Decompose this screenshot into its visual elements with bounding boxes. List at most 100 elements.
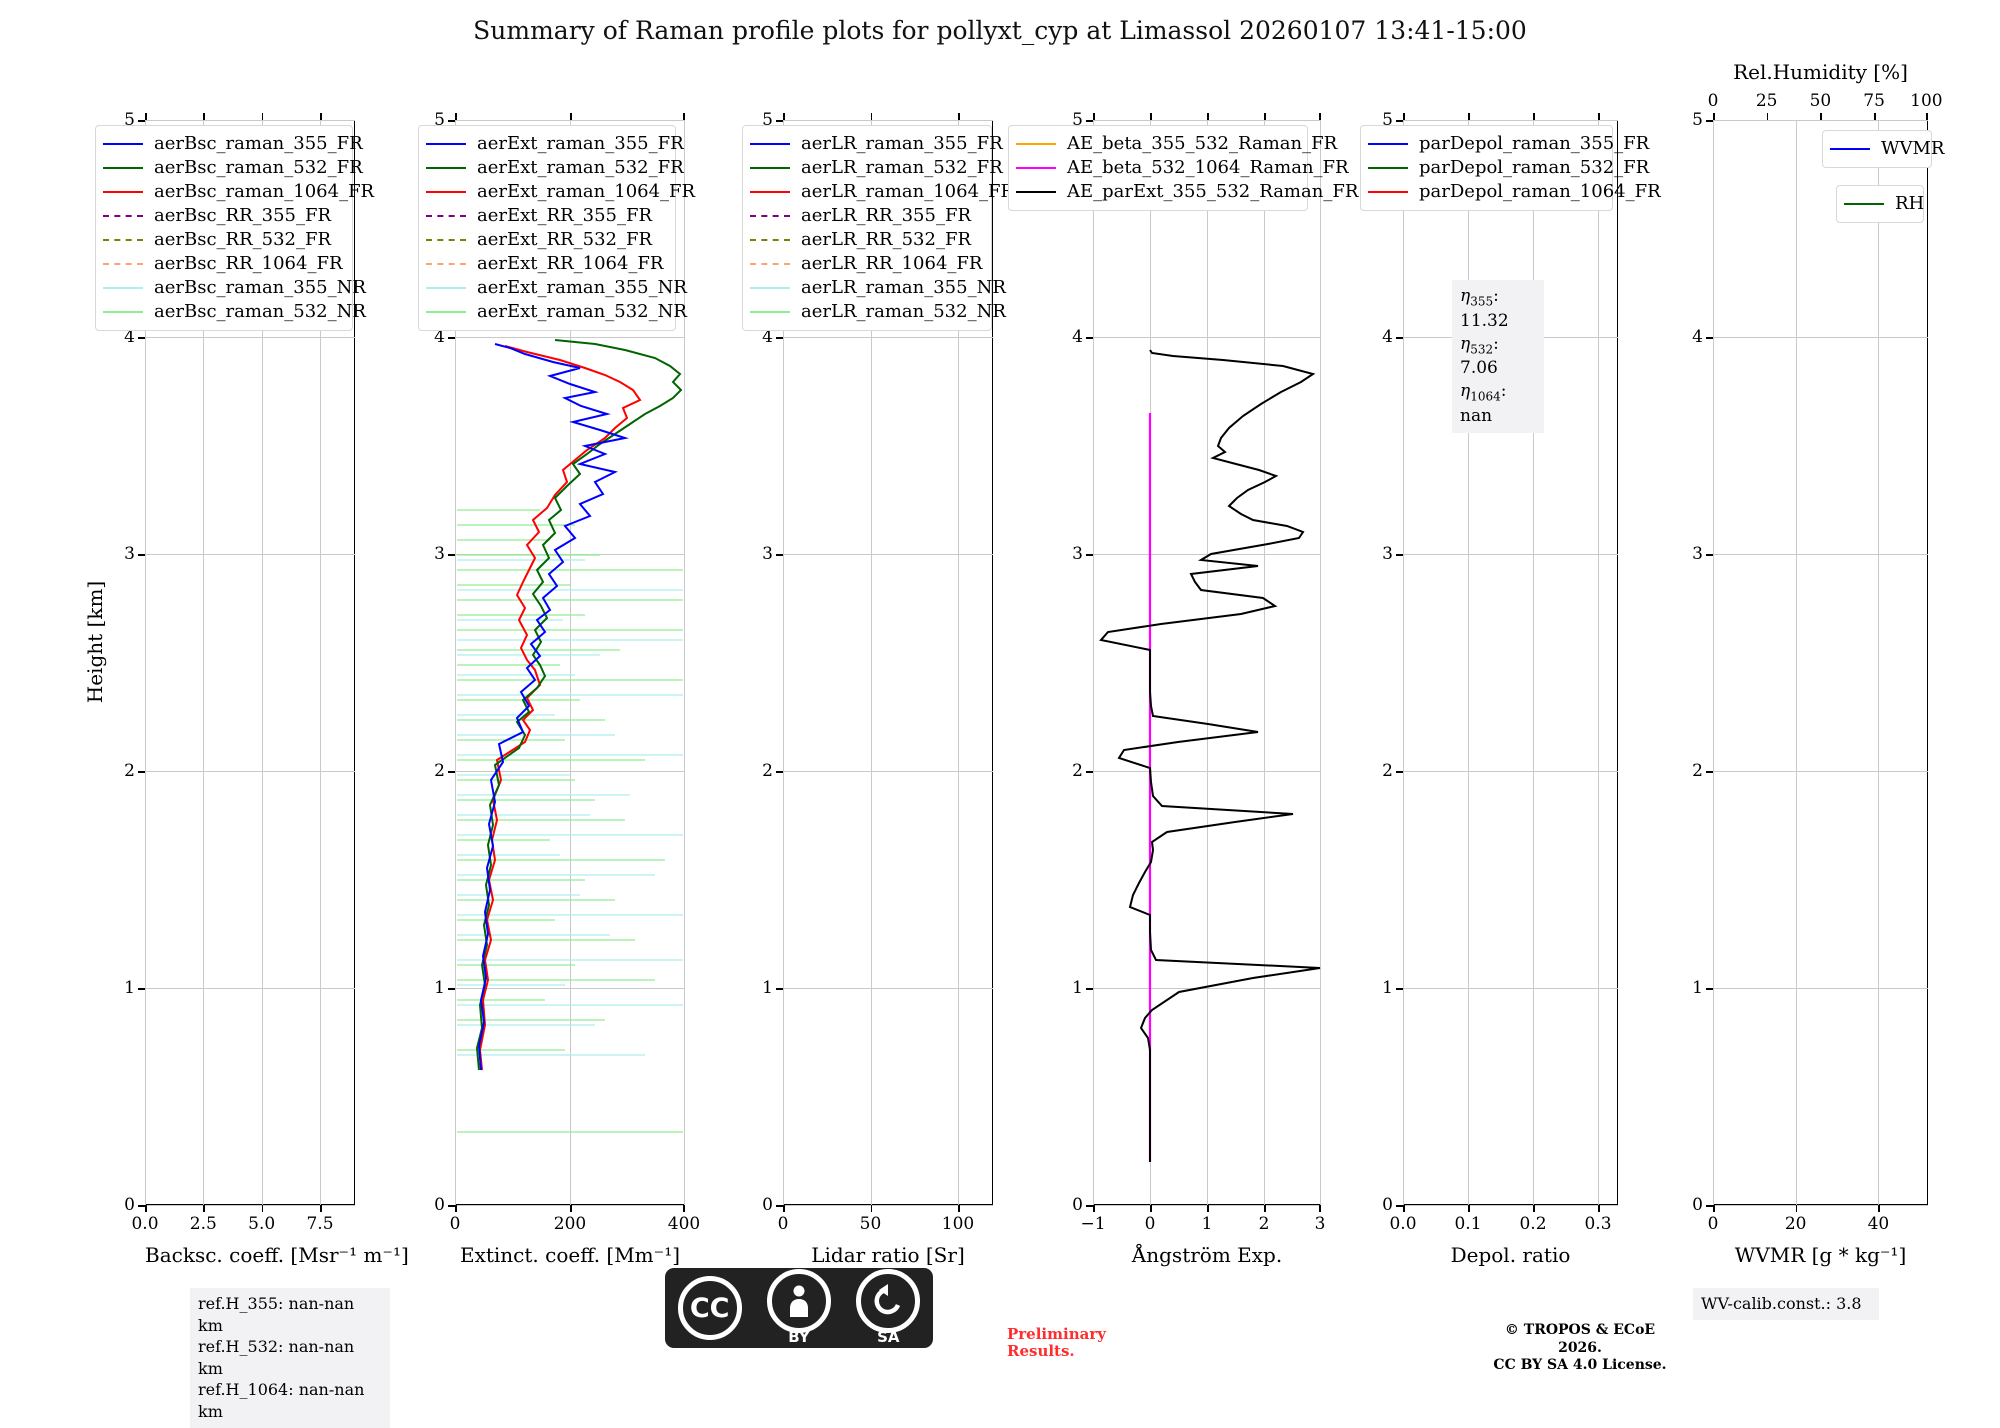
x-axis-label: Backsc. coeff. [Msr⁻¹ m⁻¹] [145, 1243, 409, 1267]
legend-label: aerLR_RR_532_FR [801, 229, 971, 250]
legend-item[interactable]: RH [1844, 192, 1924, 216]
legend-item[interactable]: aerExt_raman_355_NR [426, 276, 687, 300]
legend-swatch-line [1830, 148, 1870, 150]
y-tick-label: 2 [124, 761, 135, 781]
x-tick-label: 2.5 [189, 1214, 217, 1234]
x-tick-label: 400 [667, 1214, 701, 1234]
x-tick-label: −1 [1080, 1214, 1106, 1234]
legend-rh[interactable]: RH [1836, 185, 1924, 223]
legend-item[interactable]: aerLR_raman_1064_FR [750, 180, 1014, 204]
x-tick-label: 1 [1201, 1214, 1213, 1234]
legend-angstrom[interactable]: AE_beta_355_532_Raman_FR AE_beta_532_106… [1008, 125, 1358, 211]
legend-item[interactable]: aerBsc_raman_1064_FR [103, 180, 374, 204]
legend-item[interactable]: aerExt_raman_532_FR [426, 156, 684, 180]
legend-item[interactable]: aerLR_RR_1064_FR [750, 252, 982, 276]
x-tick-label: 0.1 [1454, 1214, 1482, 1234]
ref-height-box: ref.H_355: nan-nan km ref.H_532: nan-nan… [190, 1288, 390, 1428]
legend-item[interactable]: aerLR_RR_532_FR [750, 228, 982, 252]
y-tick-label: 4 [1072, 327, 1083, 347]
legend-item[interactable]: parDepol_raman_355_FR [1368, 132, 1649, 156]
axes-frame [1713, 120, 1928, 1205]
legend-item[interactable]: WVMR [1830, 137, 1944, 161]
legend-item[interactable]: aerExt_RR_532_FR [426, 228, 666, 252]
legend-label: AE_beta_532_1064_Raman_FR [1067, 157, 1349, 178]
legend-item[interactable]: aerExt_RR_355_FR [426, 204, 666, 228]
legend-item[interactable]: aerBsc_RR_1064_FR [103, 252, 343, 276]
legend-label: aerExt_raman_1064_FR [477, 181, 696, 202]
eta-355-subscript: 355 [1470, 294, 1494, 309]
wv-calib-box: WV-calib.const.: 3.8 [1693, 1288, 1879, 1320]
legend-item[interactable]: aerBsc_raman_355_NR [103, 276, 366, 300]
eta-1064-row: η1064: nan [1460, 380, 1536, 428]
y-tick-label: 1 [1382, 978, 1393, 998]
y-tick-label: 1 [124, 978, 135, 998]
y-tick-label: 0 [124, 1195, 135, 1215]
y-tick-label: 3 [124, 544, 135, 564]
legend-swatch-line [750, 215, 790, 217]
y-tick-label: 4 [762, 327, 773, 347]
legend-depolarization[interactable]: parDepol_raman_355_FR parDepol_raman_532… [1360, 125, 1661, 211]
y-tick-label: 5 [1072, 110, 1083, 130]
y-tick-label: 2 [762, 761, 773, 781]
legend-item[interactable]: parDepol_raman_1064_FR [1368, 180, 1661, 204]
legend-item[interactable]: AE_beta_532_1064_Raman_FR [1016, 156, 1349, 180]
legend-item[interactable]: aerBsc_raman_532_NR [103, 300, 366, 324]
legend-item[interactable]: aerLR_raman_532_NR [750, 300, 1006, 324]
legend-item[interactable]: aerBsc_raman_355_FR [103, 132, 363, 156]
legend-item[interactable]: aerBsc_RR_355_FR [103, 204, 343, 228]
x-tick-label: 40 [1867, 1214, 1890, 1234]
legend-item[interactable]: aerExt_raman_1064_FR [426, 180, 695, 204]
legend-swatch-line [103, 287, 143, 289]
angstrom-curves [1099, 349, 1321, 1162]
legend-item[interactable]: aerBsc_raman_532_FR [103, 156, 363, 180]
legend-item[interactable]: AE_parExt_355_532_Raman_FR [1016, 180, 1358, 204]
legend-lidar-ratio[interactable]: aerLR_raman_355_FR aerLR_raman_532_FR ae… [742, 125, 1014, 331]
legend-swatch-line [750, 239, 790, 241]
legend-item[interactable]: AE_beta_355_532_Raman_FR [1016, 132, 1337, 156]
legend-swatch-line [1016, 167, 1056, 169]
eta-355-row: η355: 11.32 [1460, 285, 1536, 333]
legend-item[interactable]: aerExt_raman_355_FR [426, 132, 684, 156]
legend-swatch-line [103, 167, 143, 169]
ref-height-1064: ref.H_1064: nan-nan km [198, 1380, 365, 1421]
legend-label: aerLR_raman_532_NR [801, 301, 1006, 322]
legend-item[interactable]: aerLR_raman_355_NR [750, 276, 1006, 300]
cc-icon: CC [677, 1276, 742, 1340]
y-tick-label: 1 [1072, 978, 1083, 998]
eta-1064-value: : nan [1460, 381, 1507, 426]
legend-extinction[interactable]: aerExt_raman_355_FR aerExt_raman_532_FR … [418, 125, 695, 331]
legend-swatch-line [750, 167, 790, 169]
legend-item[interactable]: aerBsc_RR_532_FR [103, 228, 343, 252]
x-tick-label: 100 [941, 1214, 975, 1234]
legend-item[interactable]: aerLR_raman_532_FR [750, 156, 1003, 180]
y-axis-label: Height [km] [83, 580, 107, 704]
by-person-icon [766, 1269, 831, 1333]
creative-commons-badge[interactable]: CC BY SA [665, 1268, 933, 1348]
legend-swatch-line [1368, 191, 1408, 193]
y-tick-label: 3 [1072, 544, 1083, 564]
legend-label: aerExt_raman_532_FR [477, 157, 684, 178]
y-tick-label: 5 [762, 110, 773, 130]
legend-wvmr[interactable]: WVMR [1822, 130, 1944, 168]
legend-label: aerBsc_RR_355_FR [154, 205, 332, 226]
y-tick-label: 1 [1692, 978, 1703, 998]
legend-label: aerLR_raman_355_NR [801, 277, 1006, 298]
y-tick-label: 5 [1382, 110, 1393, 130]
legend-item[interactable]: aerLR_raman_355_FR [750, 132, 1003, 156]
legend-swatch-line [103, 191, 143, 193]
legend-swatch-line [1844, 203, 1884, 205]
legend-item[interactable]: aerLR_RR_355_FR [750, 204, 982, 228]
legend-label: parDepol_raman_1064_FR [1419, 181, 1661, 202]
y-tick-label: 4 [1382, 327, 1393, 347]
legend-backscatter[interactable]: aerBsc_raman_355_FR aerBsc_raman_532_FR … [95, 125, 374, 331]
sa-label: SA [877, 1328, 900, 1346]
legend-item[interactable]: aerExt_RR_1064_FR [426, 252, 666, 276]
y-tick-label: 3 [762, 544, 773, 564]
top-x-tick-label: 75 [1863, 91, 1885, 111]
legend-item[interactable]: parDepol_raman_532_FR [1368, 156, 1649, 180]
y-tick-label: 3 [434, 544, 445, 564]
y-tick-label: 1 [434, 978, 445, 998]
top-axis-label: Rel.Humidity [%] [1733, 60, 1908, 84]
legend-label: RH [1895, 193, 1925, 214]
legend-item[interactable]: aerExt_raman_532_NR [426, 300, 687, 324]
